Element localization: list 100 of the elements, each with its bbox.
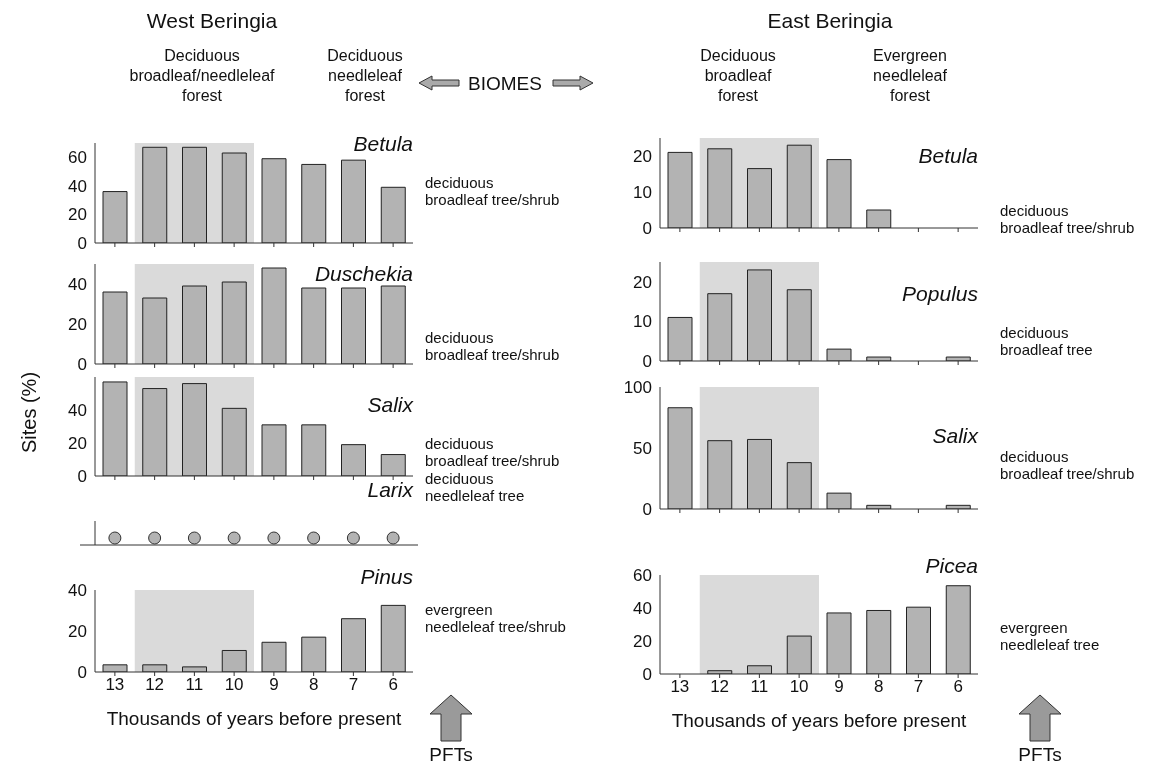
- chart-title: Pinus: [359, 565, 413, 589]
- bar: [945, 585, 971, 674]
- bar: [261, 424, 287, 476]
- y-tick-label: 40: [68, 581, 87, 601]
- y-tick-label: 100: [623, 378, 652, 398]
- x-tick-label: 6: [953, 677, 963, 697]
- bar: [866, 609, 892, 674]
- bar: [341, 618, 366, 672]
- x-tick-label: 11: [750, 677, 769, 697]
- x-tick-label: 8: [873, 677, 884, 697]
- y-tick-label: 0: [642, 219, 652, 239]
- x-tick-label: 6: [388, 675, 398, 695]
- text: PFTs: [428, 743, 474, 767]
- y-tick-label: 40: [68, 401, 87, 421]
- text: Deciduous broadleaf/needleleaf forest: [128, 46, 276, 106]
- x-tick-label: 13: [670, 677, 690, 697]
- text: BIOMES: [467, 72, 543, 96]
- x-axis-title: Thousands of years before present: [670, 710, 968, 732]
- bar: [341, 444, 366, 476]
- y-tick-label: 20: [633, 147, 652, 167]
- bar: [866, 356, 892, 361]
- x-tick-label: 9: [269, 675, 279, 695]
- bar: [182, 383, 207, 476]
- x-tick-label: 8: [308, 675, 319, 695]
- text: Salix: [366, 393, 413, 417]
- x-tick-label: 7: [913, 677, 924, 697]
- text: deciduous broadleaf tree/shrub: [425, 329, 561, 363]
- bar: [182, 146, 207, 243]
- y-tick-label: 0: [77, 234, 87, 254]
- y-tick-label: 20: [68, 315, 87, 335]
- chart-title: Picea: [924, 554, 978, 578]
- bar: [341, 159, 366, 243]
- y-tick-label: 50: [633, 439, 652, 459]
- bar: [261, 267, 287, 364]
- bar: [906, 606, 931, 674]
- bar: [786, 289, 812, 361]
- bar: [826, 159, 852, 228]
- bar: [707, 293, 733, 361]
- text: Evergreen needleleaf forest: [872, 46, 948, 106]
- bar: [826, 612, 852, 674]
- bar: [221, 649, 247, 672]
- bar: [747, 168, 772, 228]
- bar: [747, 665, 772, 674]
- y-tick-label: 40: [633, 599, 652, 619]
- bar: [707, 440, 733, 509]
- text: deciduous broadleaf tree/shrub: [425, 174, 561, 208]
- y-tick-label: 10: [633, 183, 652, 203]
- y-tick-label: 40: [68, 176, 87, 196]
- x-tick-label: 10: [789, 677, 809, 697]
- bar: [786, 144, 812, 228]
- x-tick-label: 7: [348, 675, 359, 695]
- bar: [301, 287, 327, 364]
- bar: [221, 407, 247, 476]
- bar: [221, 152, 247, 243]
- text: evergreen needleleaf tree: [1000, 619, 1101, 653]
- y-tick-label: 20: [68, 205, 87, 225]
- bar: [786, 635, 812, 674]
- chart-title: Betula: [352, 132, 413, 156]
- bar: [301, 636, 327, 672]
- bar: [747, 438, 772, 509]
- y-tick-label: 0: [642, 352, 652, 372]
- bar: [667, 151, 693, 228]
- bar: [142, 388, 168, 476]
- bar: [380, 454, 406, 476]
- text: deciduous broadleaf tree: [1000, 324, 1094, 358]
- text: Larix: [366, 478, 413, 502]
- bar: [747, 269, 772, 361]
- text: evergreen needleleaf tree/shrub: [425, 601, 567, 635]
- x-tick-label: 10: [224, 675, 244, 695]
- bar: [945, 356, 971, 361]
- text: deciduous needleleaf tree: [425, 470, 525, 504]
- text: West Beringia: [145, 8, 279, 34]
- bar: [826, 348, 852, 361]
- x-tick-label: 12: [710, 677, 730, 697]
- y-tick-label: 0: [77, 467, 87, 487]
- text: Salix: [931, 424, 978, 448]
- bar: [380, 604, 406, 672]
- x-axis-title: Thousands of years before present: [105, 708, 403, 730]
- y-tick-label: 40: [68, 275, 87, 295]
- bar: [221, 281, 247, 364]
- x-tick-label: 12: [145, 675, 165, 695]
- y-tick-label: 0: [642, 665, 652, 685]
- x-tick-label: 9: [834, 677, 844, 697]
- bar: [102, 291, 128, 364]
- bar: [102, 191, 128, 243]
- y-tick-label: 0: [77, 663, 87, 683]
- bar: [142, 297, 168, 364]
- text: deciduous broadleaf tree/shrub: [1000, 448, 1136, 482]
- y-tick-label: 20: [68, 434, 87, 454]
- text: Deciduous broadleaf forest: [699, 46, 777, 106]
- bar: [866, 209, 892, 228]
- y-tick-label: 0: [642, 500, 652, 520]
- bar: [182, 285, 207, 364]
- bar: [786, 462, 812, 509]
- bar: [380, 186, 406, 243]
- text: Deciduous needleleaf forest: [326, 46, 404, 106]
- bar: [261, 158, 287, 243]
- bar: [667, 407, 693, 509]
- y-axis-title: Sites (%): [18, 371, 42, 453]
- y-tick-label: 10: [633, 312, 652, 332]
